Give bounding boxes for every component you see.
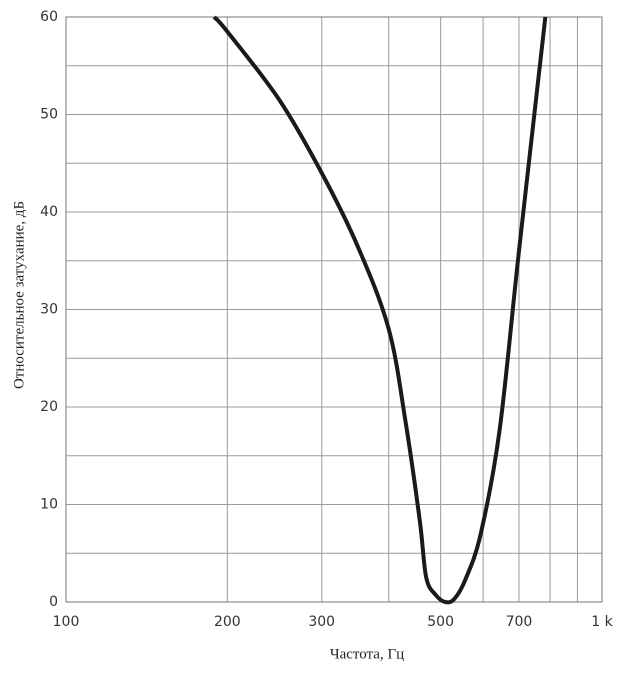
- x-tick-label: 500: [427, 614, 454, 630]
- plot-frame: [65, 16, 603, 603]
- y-tick-label: 0: [49, 594, 58, 610]
- x-tick-label: 300: [308, 614, 335, 630]
- x-tick-label: 200: [214, 614, 241, 630]
- y-tick-label: 50: [40, 107, 58, 123]
- y-tick-label: 30: [40, 302, 58, 318]
- y-tick-label: 60: [40, 9, 58, 25]
- y-axis-title: Относительное затухание, дБ: [11, 201, 27, 389]
- x-tick-label: 700: [506, 614, 533, 630]
- y-tick-label: 20: [40, 399, 58, 415]
- attenuation-curve: [212, 15, 548, 605]
- x-tick-label: 1 k: [591, 614, 613, 630]
- y-tick-label: 40: [40, 204, 58, 220]
- x-axis-title: Частота, Гц: [330, 646, 404, 662]
- x-tick-label: 100: [53, 614, 80, 630]
- y-tick-label: 10: [40, 497, 58, 513]
